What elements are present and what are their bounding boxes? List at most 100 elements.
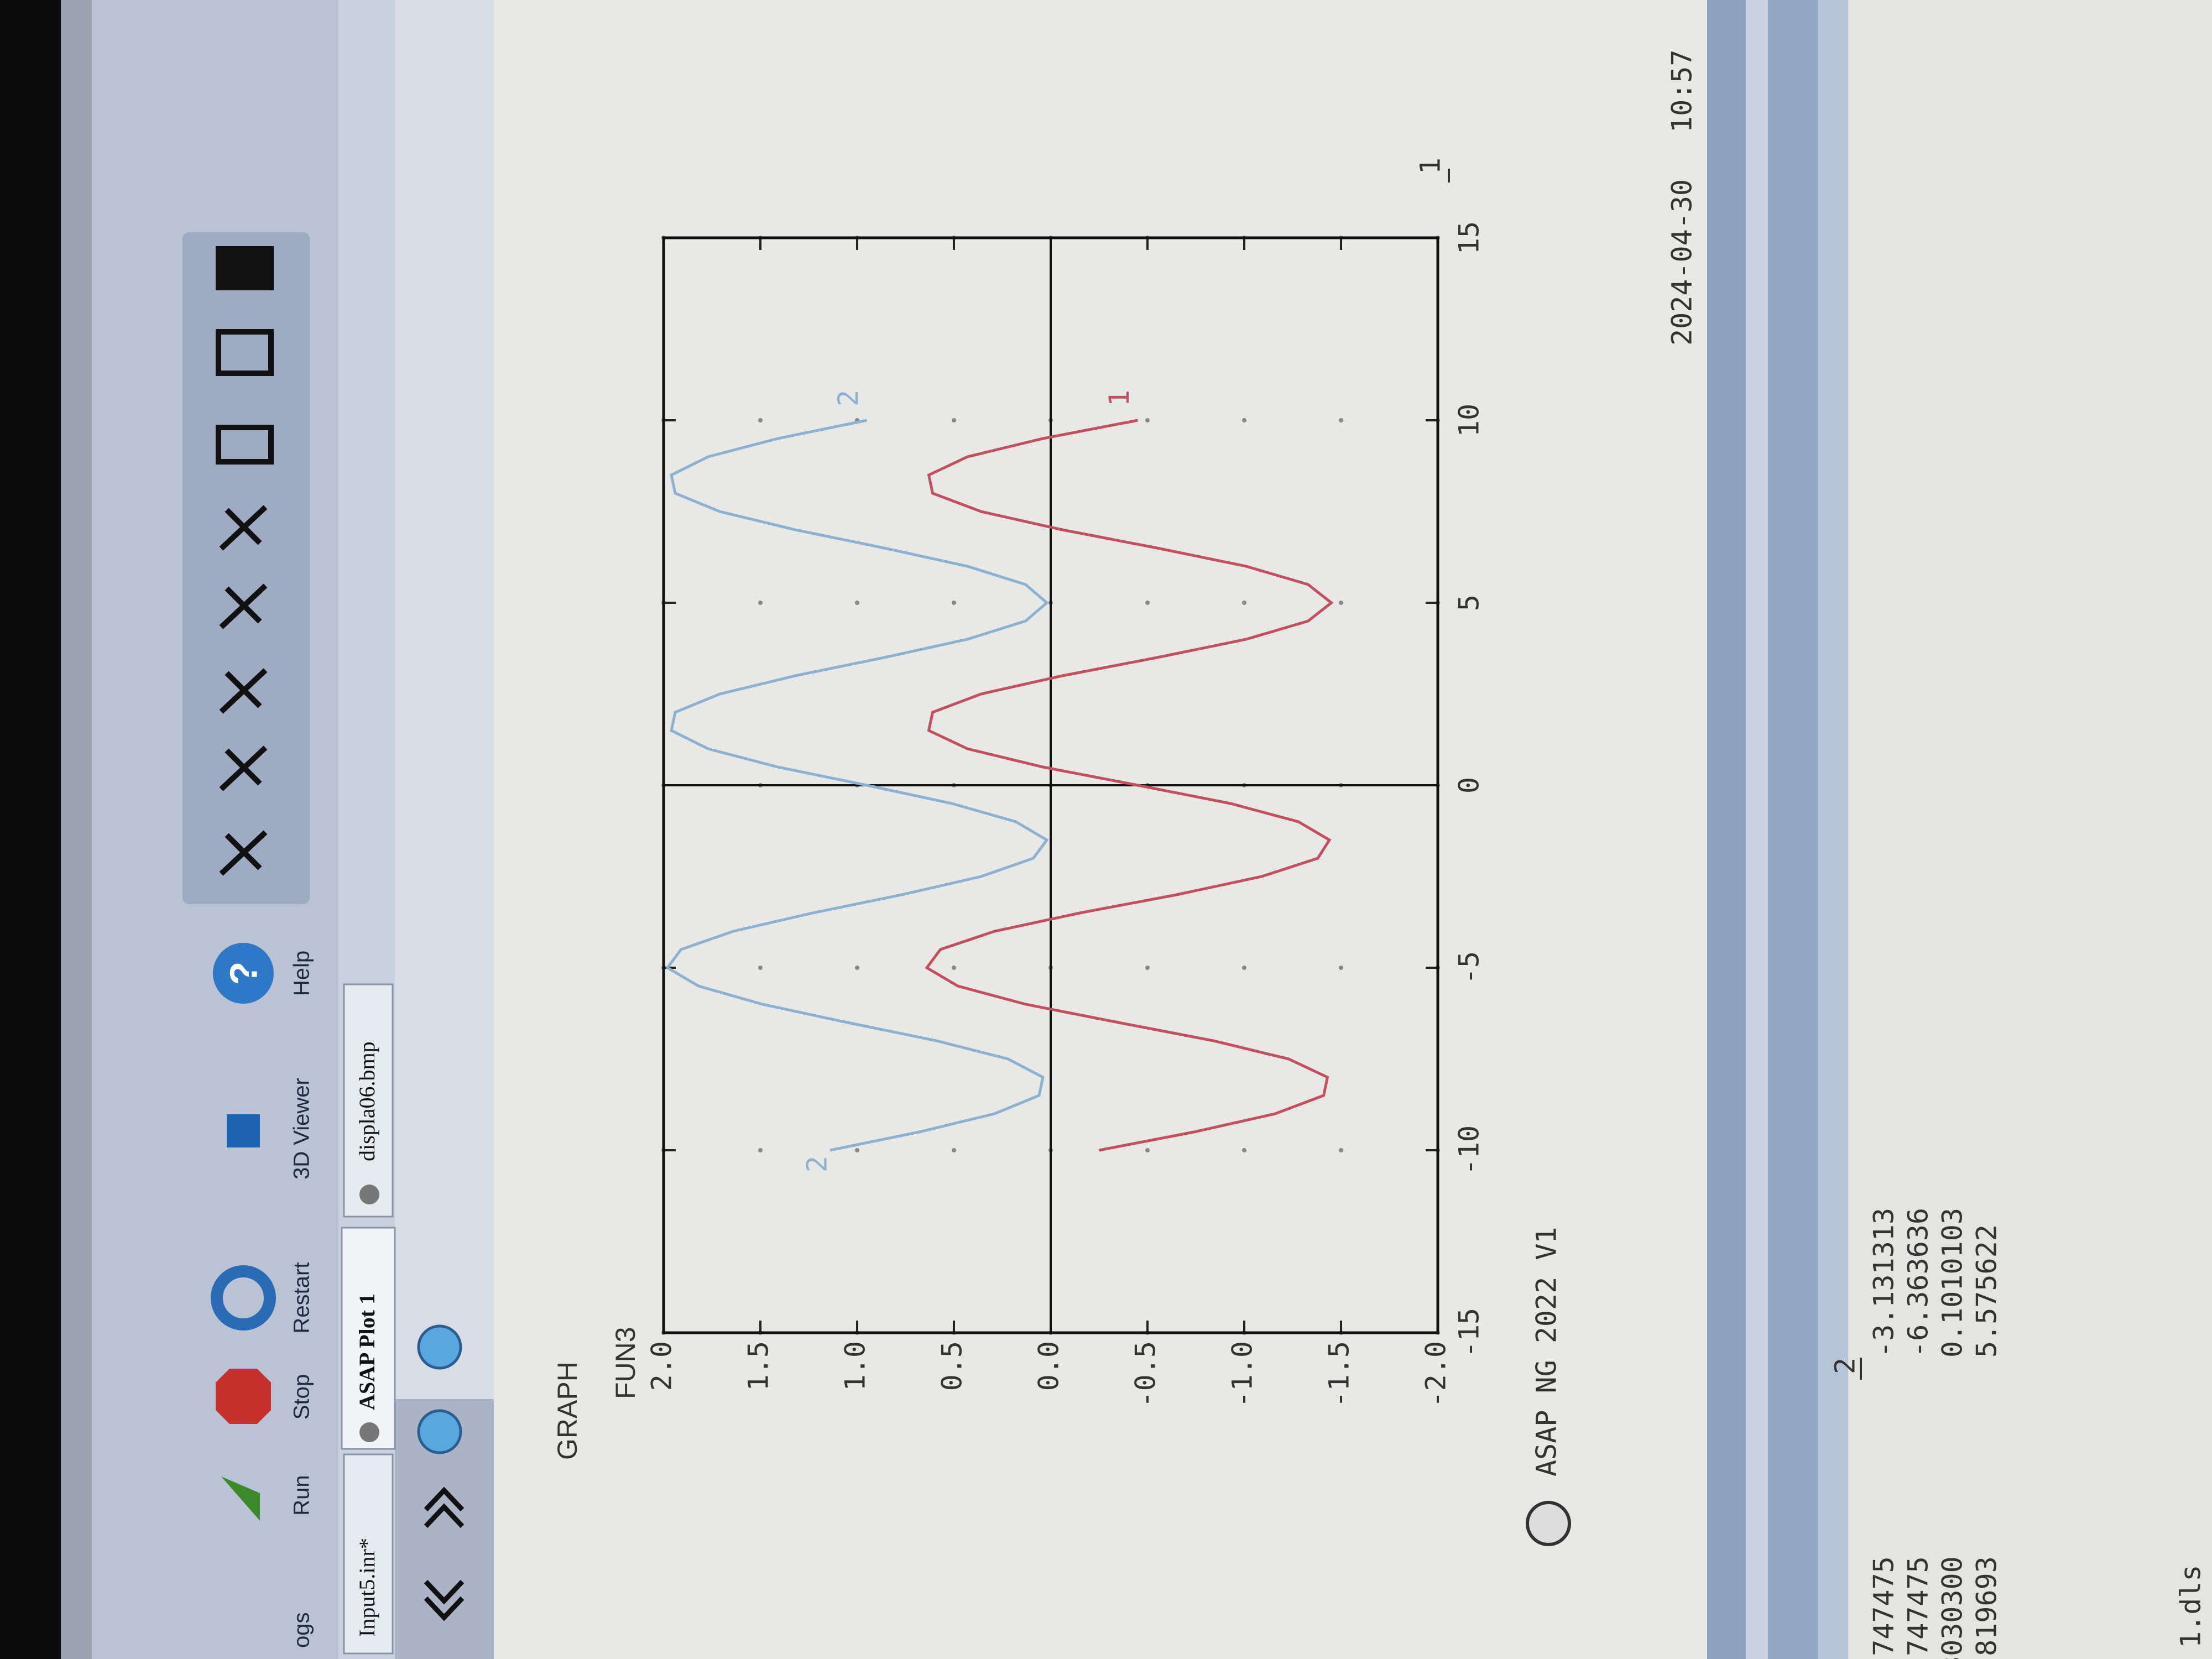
tab-label[interactable]: displa06.bmp [354, 1041, 379, 1161]
series-line [925, 419, 1334, 1152]
x-tick-label: -5 [1453, 951, 1485, 984]
device-icon[interactable] [216, 425, 274, 465]
trash-icon[interactable] [216, 246, 274, 290]
output-value: .747475 [1902, 1556, 1934, 1659]
pen-tool[interactable] [219, 505, 268, 551]
tab-active[interactable] [341, 1227, 396, 1450]
frame-bar [1768, 0, 1818, 1659]
grid-dot [1145, 1148, 1150, 1152]
sub-toolbar [395, 0, 494, 1659]
y-tick-label: 2.0 [646, 1341, 678, 1391]
grid-dot [1242, 418, 1246, 422]
grid-dot [1242, 601, 1246, 605]
output-value: 5.575622 [1971, 1224, 2003, 1358]
y-tick-label: -1.5 [1323, 1341, 1355, 1407]
tab-close[interactable] [359, 1185, 379, 1204]
grid-dot [1145, 418, 1150, 422]
y-tick-label: -0.5 [1130, 1341, 1162, 1407]
grid-dot [1339, 966, 1343, 970]
output-panel [1848, 0, 2212, 1659]
chart-title: GRAPH [552, 1361, 583, 1460]
grid-dot [1339, 601, 1343, 605]
output-value: 0.1010103 [1937, 1208, 1969, 1358]
toolbar-label: ogs [290, 1613, 314, 1648]
series-label: 2 [801, 1156, 833, 1172]
list-icon[interactable] [216, 329, 274, 376]
3d-viewer-button[interactable]: 3D Viewer [290, 1078, 314, 1180]
grid-dot [952, 966, 956, 970]
x-tick-label: 0 [1453, 777, 1485, 794]
tab[interactable] [343, 983, 394, 1218]
viewer-icon[interactable] [227, 1114, 260, 1147]
zoom-out[interactable] [417, 1324, 462, 1370]
pen-tool[interactable] [219, 668, 268, 714]
zoom-in[interactable] [417, 1409, 462, 1454]
grid-dot [758, 1148, 763, 1152]
plot-date: 2024-04-30 [1666, 179, 1698, 346]
y-tick-label: -1.0 [1227, 1341, 1259, 1407]
y-tick-label: -2.0 [1420, 1341, 1452, 1407]
pen-tools[interactable] [216, 246, 274, 876]
run-button[interactable]: Run [290, 1475, 314, 1515]
tab-label[interactable]: Input5.inr* [354, 1538, 379, 1637]
grid-dot [952, 601, 956, 605]
tab-close[interactable] [359, 1422, 379, 1442]
software-version: ASAP NG 2022 V1 [1531, 1227, 1563, 1477]
x-tick-label: 15 [1453, 221, 1485, 254]
plot-frame [662, 236, 1439, 1334]
help-icon[interactable] [213, 943, 274, 1004]
restart-icon[interactable] [211, 1265, 276, 1331]
bezel [0, 0, 61, 1659]
nav-forward[interactable] [424, 1486, 465, 1528]
grid-dot [758, 601, 763, 605]
grid-dot [1242, 966, 1246, 970]
y-tick-label: 1.0 [839, 1341, 872, 1391]
help-glyph: ? [222, 962, 265, 985]
grid-dot [1339, 418, 1343, 422]
frame-bar [1818, 0, 1848, 1659]
column-header: 2 [1829, 1358, 1861, 1374]
x-tick-label: 5 [1453, 594, 1485, 611]
plot-window [494, 0, 1707, 1659]
nav-back[interactable] [424, 1579, 465, 1621]
y-tick-label: 0.0 [1033, 1341, 1065, 1391]
grid-dot [1242, 1148, 1246, 1152]
stop-icon[interactable] [216, 1369, 271, 1424]
plot-time: 10:57 [1666, 49, 1698, 133]
tool-group [182, 232, 310, 904]
pen-tool[interactable] [219, 583, 268, 629]
pen-tool[interactable] [219, 830, 268, 876]
x-tick-label: -15 [1453, 1308, 1485, 1358]
pen-tool[interactable] [219, 745, 268, 791]
restart-button[interactable]: Restart [290, 1262, 314, 1334]
run-icon[interactable] [221, 1468, 260, 1521]
grid-dot [1339, 1148, 1343, 1152]
grid-dot [1145, 601, 1150, 605]
tab-label[interactable]: ASAP Plot 1 [354, 1293, 379, 1410]
output-table: .747475.747475 3030300.819693-3.131313 -6.… [1868, 1208, 2003, 1659]
output-value: 3030300 [1937, 1556, 1969, 1659]
grid-dot [855, 966, 859, 970]
grid-dot [952, 1148, 956, 1152]
series-line [665, 419, 1049, 1152]
output-value: .747475 [1868, 1556, 1900, 1659]
bezel-edge [61, 0, 92, 1659]
x-axis-note: 1 [1415, 158, 1447, 174]
stop-button[interactable]: Stop [290, 1374, 314, 1420]
grid-dot [855, 601, 859, 605]
grid-dot [952, 418, 956, 422]
series-label: 1 [1103, 390, 1135, 406]
grid-dot [855, 1148, 859, 1152]
x-tick-label: -10 [1453, 1125, 1485, 1175]
help-button[interactable]: Help [290, 951, 314, 996]
chart: 2.0 1.5 1.0 0.5 0.0 -0.5 -1.0 -1.5 -2.0-15 -10 -5 0… [646, 158, 1485, 1407]
series-label: 2 [832, 390, 864, 406]
output-value: -3.131313 [1868, 1208, 1900, 1358]
tab[interactable] [343, 1453, 394, 1655]
x-tick-label: 10 [1453, 404, 1485, 437]
y-tick-label: 1.5 [743, 1341, 775, 1391]
grid-dot [1145, 966, 1150, 970]
